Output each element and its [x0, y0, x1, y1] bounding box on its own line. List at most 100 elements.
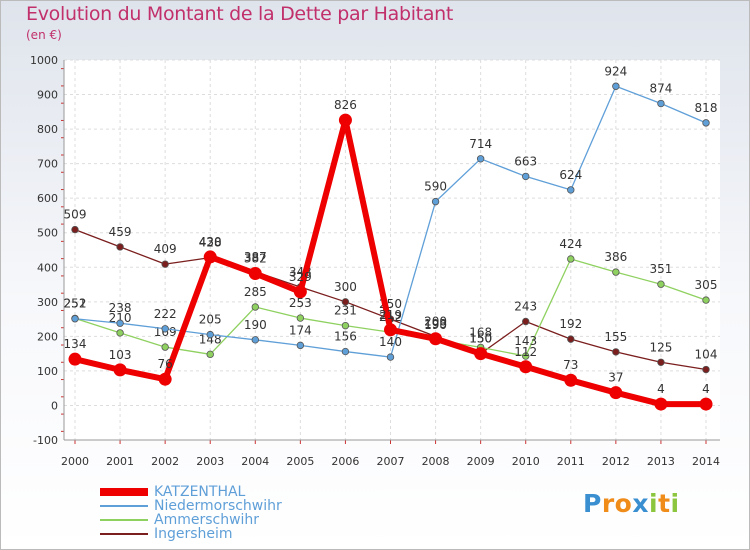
data-label-niedermorschwihr: 924: [604, 64, 627, 78]
data-label-niedermorschwihr: 624: [559, 168, 582, 182]
data-point-katzenthal: [699, 397, 713, 411]
data-label-katzenthal: 112: [514, 345, 537, 359]
data-point-niedermorschwihr: [702, 119, 710, 127]
data-label-katzenthal: 329: [289, 270, 312, 284]
x-tick-label: 2006: [331, 455, 359, 468]
legend-swatch: [100, 533, 148, 535]
data-label-ingersheim: 459: [109, 225, 132, 239]
data-point-katzenthal: [68, 352, 82, 366]
x-tick-label: 2013: [647, 455, 675, 468]
data-point-ammerschwihr: [341, 321, 350, 330]
data-point-katzenthal: [293, 285, 307, 299]
data-label-niedermorschwihr: 222: [154, 307, 177, 321]
logo-letter: r: [601, 489, 615, 518]
data-label-ammerschwihr: 285: [244, 285, 267, 299]
data-point-niedermorschwihr: [612, 82, 620, 90]
data-point-ingersheim: [341, 298, 350, 306]
data-label-niedermorschwihr: 140: [379, 335, 402, 349]
data-label-niedermorschwihr: 251: [64, 297, 87, 311]
logo-letter: o: [614, 489, 633, 518]
data-label-ammerschwihr: 143: [514, 334, 537, 348]
x-tick-label: 2000: [61, 455, 89, 468]
data-label-ingersheim: 387: [244, 250, 267, 264]
data-point-katzenthal: [654, 397, 668, 411]
data-label-ingersheim: 104: [695, 348, 718, 362]
data-point-ingersheim: [612, 348, 620, 356]
data-label-niedermorschwihr: 874: [649, 82, 672, 96]
x-tick-label: 2009: [467, 455, 495, 468]
logo-letter: i: [670, 489, 680, 518]
data-label-ingersheim: 125: [649, 340, 672, 354]
data-label-niedermorschwihr: 174: [289, 323, 312, 337]
legend-swatch: [100, 488, 148, 496]
y-tick-label: 700: [37, 158, 58, 171]
data-point-katzenthal: [338, 113, 352, 127]
data-point-ammerschwihr: [657, 280, 665, 288]
data-point-niedermorschwihr: [522, 172, 530, 181]
legend-label: Niedermorschwihr: [154, 498, 282, 514]
x-tick-label: 2012: [602, 455, 630, 468]
data-point-niedermorschwihr: [567, 186, 575, 194]
data-label-niedermorschwihr: 205: [199, 313, 222, 327]
data-label-niedermorschwihr: 818: [695, 101, 718, 115]
data-point-niedermorschwihr: [161, 325, 169, 333]
data-label-ammerschwihr: 351: [649, 262, 672, 276]
legend-label: Ingersheim: [154, 526, 233, 542]
data-label-katzenthal: 4: [657, 382, 665, 396]
x-tick-label: 2010: [512, 455, 540, 468]
x-tick-label: 2001: [106, 455, 134, 468]
logo-letter: t: [658, 489, 671, 518]
y-tick-label: 800: [37, 123, 58, 136]
data-point-niedermorschwihr: [206, 330, 214, 339]
data-point-niedermorschwihr: [341, 347, 350, 356]
data-point-katzenthal: [564, 373, 578, 387]
data-point-ingersheim: [657, 358, 665, 366]
data-point-ingersheim: [702, 365, 710, 374]
data-label-katzenthal: 193: [424, 317, 447, 331]
y-tick-label: -100: [33, 434, 58, 447]
data-label-ingersheim: 428: [199, 236, 222, 250]
y-tick-label: 600: [37, 192, 58, 205]
x-tick-label: 2005: [286, 455, 314, 468]
y-tick-label: 0: [51, 399, 58, 412]
data-point-ingersheim: [522, 317, 530, 326]
data-point-katzenthal: [429, 332, 443, 346]
legend-label: KATZENTHAL: [154, 484, 246, 500]
data-label-ingersheim: 243: [514, 300, 537, 314]
data-label-katzenthal: 73: [563, 358, 578, 372]
data-label-ammerschwihr: 252: [64, 296, 87, 310]
x-tick-label: 2008: [422, 455, 450, 468]
data-label-niedermorschwihr: 663: [514, 154, 537, 168]
data-point-katzenthal: [384, 323, 397, 337]
y-tick-label: 500: [37, 227, 58, 240]
y-tick-label: 200: [37, 330, 58, 343]
data-label-katzenthal: 103: [109, 348, 132, 362]
data-point-niedermorschwihr: [431, 197, 440, 206]
plot-area: [64, 60, 720, 440]
data-label-ammerschwihr: 168: [469, 325, 492, 339]
data-label-ammerschwihr: 424: [559, 237, 582, 251]
data-point-niedermorschwihr: [71, 315, 79, 323]
data-label-katzenthal: 134: [64, 337, 87, 351]
data-label-niedermorschwihr: 156: [334, 330, 357, 344]
data-point-katzenthal: [519, 360, 533, 374]
logo-letter: i: [649, 489, 659, 518]
data-point-ingersheim: [71, 225, 79, 234]
data-label-ammerschwihr: 210: [109, 311, 132, 325]
data-point-niedermorschwihr: [657, 99, 665, 108]
data-label-ingersheim: 509: [64, 208, 87, 222]
data-label-niedermorschwihr: 190: [244, 318, 267, 332]
data-label-ingersheim: 192: [559, 317, 582, 331]
data-point-niedermorschwihr: [251, 336, 259, 344]
data-point-ammerschwihr: [161, 343, 169, 351]
data-label-katzenthal: 219: [379, 308, 402, 322]
data-label-katzenthal: 37: [608, 371, 623, 385]
data-point-katzenthal: [609, 386, 623, 400]
y-tick-label: 900: [37, 89, 58, 102]
data-label-ammerschwihr: 190: [424, 318, 447, 332]
data-point-ammerschwihr: [206, 350, 214, 359]
data-label-ingersheim: 200: [424, 314, 447, 328]
legend-swatch: [100, 505, 148, 507]
data-label-niedermorschwihr: 714: [469, 137, 492, 151]
